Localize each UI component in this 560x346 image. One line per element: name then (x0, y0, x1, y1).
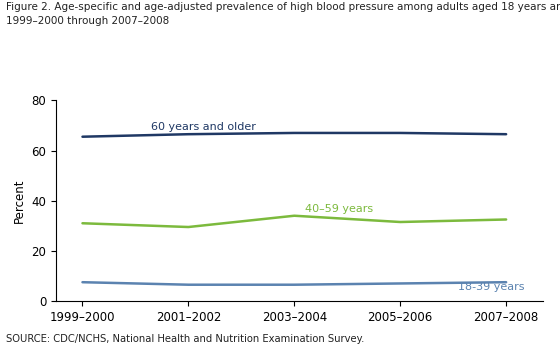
Y-axis label: Percent: Percent (13, 179, 26, 223)
Text: 1999–2000 through 2007–2008: 1999–2000 through 2007–2008 (6, 16, 169, 26)
Text: 60 years and older: 60 years and older (151, 122, 256, 132)
Text: 40–59 years: 40–59 years (305, 204, 373, 215)
Text: SOURCE: CDC/NCHS, National Health and Nutrition Examination Survey.: SOURCE: CDC/NCHS, National Health and Nu… (6, 334, 364, 344)
Text: Figure 2. Age-specific and age-adjusted prevalence of high blood pressure among : Figure 2. Age-specific and age-adjusted … (6, 2, 560, 12)
Text: 18-39 years: 18-39 years (459, 282, 525, 292)
